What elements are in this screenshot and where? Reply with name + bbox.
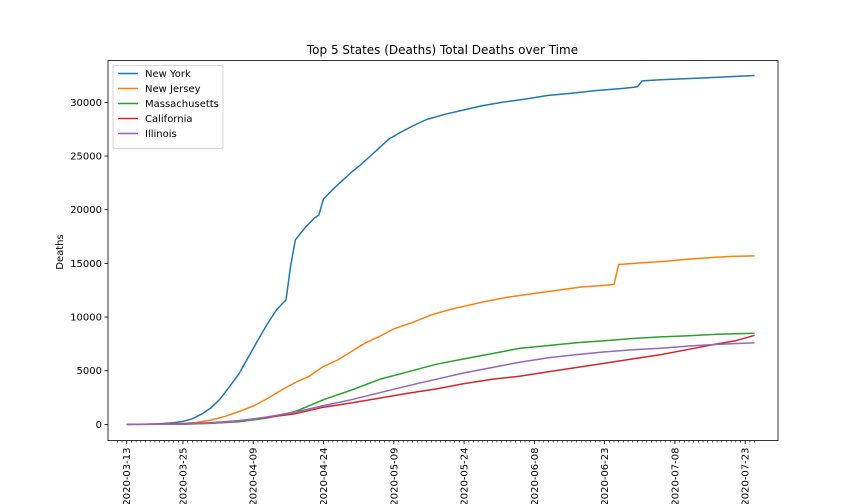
y-tick-label: 15000 xyxy=(70,259,102,270)
legend-box xyxy=(112,65,224,149)
legend-label: New Jersey xyxy=(145,84,201,95)
x-tick-label: 2020-05-09 xyxy=(389,448,400,504)
x-tick-label: 2020-06-23 xyxy=(600,448,611,504)
x-tick-label: 2020-07-08 xyxy=(670,448,681,504)
y-axis: 0 5000 10000 15000 20000 25000 30000 xyxy=(70,98,108,431)
y-tick-label: 20000 xyxy=(70,205,102,216)
y-axis-label: Deaths xyxy=(55,234,66,269)
series-line-new-jersey xyxy=(126,255,755,426)
x-tick-label: 2020-05-24 xyxy=(460,448,471,504)
legend-label: Massachusetts xyxy=(145,99,219,110)
x-tick-label: 2020-04-24 xyxy=(319,448,330,504)
series-line-illinois xyxy=(126,342,755,426)
y-tick-label: 30000 xyxy=(70,98,102,109)
x-tick-label: 2020-04-09 xyxy=(249,448,260,504)
x-tick-label: 2020-06-08 xyxy=(530,448,541,504)
x-tick-label: 2020-07-23 xyxy=(741,448,752,504)
y-tick-label: 10000 xyxy=(70,313,102,324)
series-line-new-york xyxy=(126,74,755,426)
legend: New York New Jersey Massachusetts Californi… xyxy=(112,65,224,149)
legend-label: New York xyxy=(145,69,191,80)
legend-label: Illinois xyxy=(145,129,177,140)
x-tick-label: 2020-03-25 xyxy=(178,448,189,504)
chart-title: Top 5 States (Deaths) Total Deaths over … xyxy=(306,43,578,57)
y-tick-label: 0 xyxy=(96,420,102,431)
series-line-massachusetts xyxy=(126,332,755,426)
x-axis: 2020-03-13 2020-03-25 2020-04-09 2020-04-24… xyxy=(117,440,755,504)
plot-frame xyxy=(107,60,779,441)
x-tick-label: 2020-03-13 xyxy=(122,448,133,504)
series-layer xyxy=(126,74,755,426)
y-tick-label: 25000 xyxy=(70,152,102,163)
y-tick-label: 5000 xyxy=(77,366,102,377)
legend-label: California xyxy=(145,114,193,125)
